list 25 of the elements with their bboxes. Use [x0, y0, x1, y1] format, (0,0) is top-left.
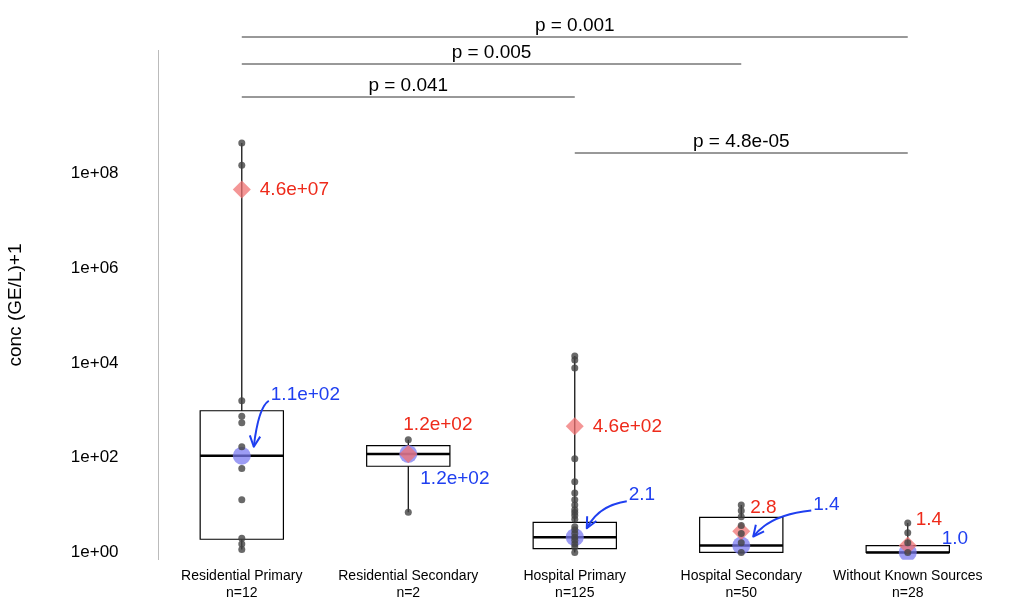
- annotation: p = 0.041: [368, 73, 449, 95]
- x-tick-label: Residential Primary n=12: [181, 567, 303, 600]
- data-label: 2.1: [628, 483, 656, 505]
- x-tick-label: Hospital Secondary n=50: [680, 567, 802, 600]
- y-tick-label: 1e+08: [70, 163, 119, 183]
- text: p = 0.001: [534, 13, 615, 35]
- y-axis-title: conc (GE/L)+1: [3, 243, 25, 367]
- x-tick-label: Without Known Sources n=28: [833, 567, 983, 600]
- annotation: p = 4.8e-05: [692, 129, 790, 151]
- data-label: 4.6e+07: [259, 177, 330, 199]
- data-label: 1.4: [813, 492, 841, 514]
- y-tick-label: 1e+02: [70, 447, 119, 467]
- data-label: 1.4: [915, 507, 943, 529]
- annotation: p = 0.005: [451, 40, 532, 62]
- y-tick-label: 1e+06: [70, 257, 119, 277]
- data-label: 4.6e+02: [592, 414, 662, 436]
- y-tick-label: 1e+04: [70, 352, 119, 372]
- x-tick-label: Residential Secondary n=2: [338, 567, 479, 600]
- data-label: 1.2e+02: [403, 413, 473, 435]
- data-label: 1.2e+02: [420, 467, 490, 489]
- data-label: 1.0: [941, 526, 969, 548]
- y-tick-label: 1e+00: [70, 542, 119, 562]
- x-tick-label: Hospital Primary n=125: [523, 567, 627, 600]
- data-label: 2.8: [750, 495, 777, 517]
- data-label: 1.1e+02: [270, 382, 341, 404]
